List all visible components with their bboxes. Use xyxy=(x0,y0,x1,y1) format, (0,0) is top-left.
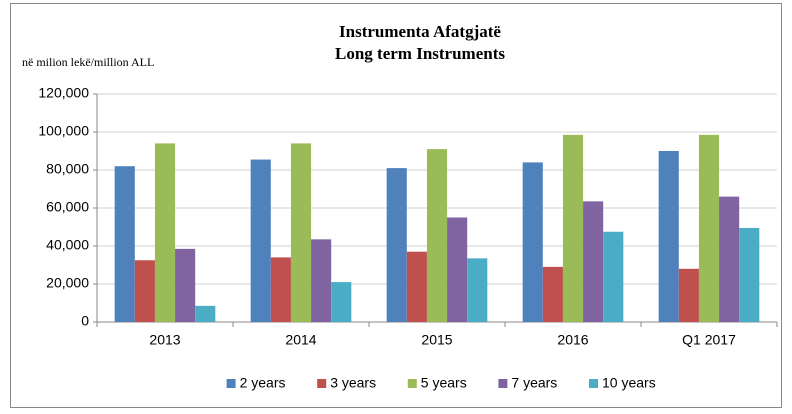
legend-label: 5 years xyxy=(421,375,467,391)
y-tick-label: 100,000 xyxy=(38,123,89,139)
y-tick-label: 80,000 xyxy=(46,161,89,177)
y-tick-label: 120,000 xyxy=(38,85,89,101)
bar xyxy=(426,149,448,322)
legend-swatch xyxy=(498,379,508,388)
bar xyxy=(542,266,563,322)
bar xyxy=(719,196,740,322)
bar xyxy=(583,201,604,322)
bar xyxy=(739,227,760,322)
bar xyxy=(134,260,155,322)
legend-swatch xyxy=(589,379,598,388)
bar xyxy=(175,248,196,322)
x-tick-label: 2016 xyxy=(557,332,588,348)
bar xyxy=(603,231,624,322)
bar xyxy=(270,257,291,322)
bar xyxy=(386,168,407,322)
bar xyxy=(522,162,543,322)
x-tick-label: Q1 2017 xyxy=(682,332,736,348)
bar xyxy=(331,282,352,322)
y-tick-label: 0 xyxy=(81,313,89,329)
x-tick-label: 2015 xyxy=(421,332,452,348)
y-tick-label: 20,000 xyxy=(46,275,89,291)
bar xyxy=(467,258,488,322)
legend-swatch xyxy=(317,379,327,388)
legend-label: 3 years xyxy=(330,375,376,391)
bar xyxy=(406,251,427,322)
bar xyxy=(154,143,176,322)
legend-label: 2 years xyxy=(240,375,286,391)
bar xyxy=(447,217,468,322)
bar xyxy=(678,268,699,322)
x-tick-label: 2013 xyxy=(149,332,180,348)
chart-title: Instrumenta Afatgjatë xyxy=(339,22,501,41)
y-tick-label: 60,000 xyxy=(46,199,89,215)
bar xyxy=(658,151,679,322)
bar xyxy=(562,134,584,322)
unit-label: në milion lekë/million ALL xyxy=(22,55,154,69)
legend-swatch xyxy=(407,379,417,388)
legend-label: 7 years xyxy=(511,375,557,391)
chart-title: Long term Instruments xyxy=(335,44,505,63)
x-tick-label: 2014 xyxy=(285,332,316,348)
bar xyxy=(311,239,332,322)
bar xyxy=(250,159,271,322)
bar xyxy=(698,134,720,322)
bar xyxy=(114,166,135,322)
bar xyxy=(195,305,216,322)
bar xyxy=(290,143,312,322)
legend-label: 10 years xyxy=(602,375,656,391)
y-tick-label: 40,000 xyxy=(46,237,89,253)
legend-swatch xyxy=(226,379,236,388)
